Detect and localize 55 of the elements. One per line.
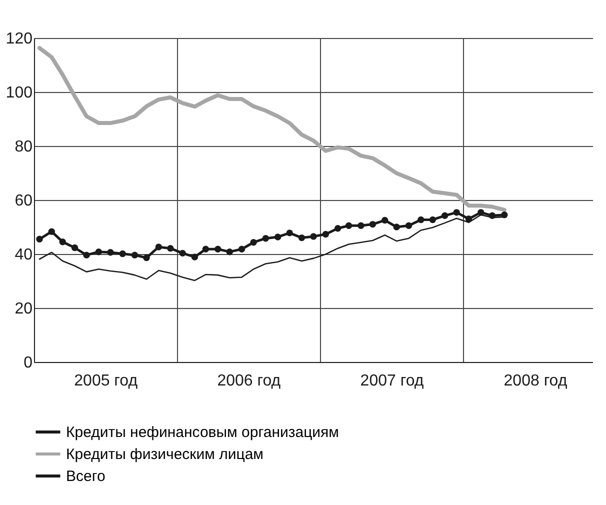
point	[465, 216, 472, 222]
point	[71, 244, 78, 252]
x-tick-label: 2007 год	[360, 372, 424, 390]
point	[310, 233, 317, 240]
point	[262, 234, 270, 242]
y-tick-label: 60	[14, 192, 33, 210]
point	[453, 209, 460, 216]
point	[334, 225, 342, 232]
legend-label: Кредиты нефинансовым организациям	[66, 424, 339, 441]
point	[59, 238, 66, 246]
point	[418, 216, 424, 224]
point	[381, 216, 388, 224]
y-tick-label: 0	[24, 354, 33, 372]
point	[202, 246, 210, 252]
legend-label: Всего	[66, 468, 106, 485]
point	[250, 239, 257, 246]
point	[488, 212, 496, 220]
point	[48, 228, 55, 235]
point	[345, 222, 352, 229]
point	[441, 212, 448, 220]
y-tick-label: 100	[6, 84, 33, 102]
point	[274, 234, 282, 240]
point	[155, 244, 162, 250]
point	[322, 230, 330, 238]
point	[358, 222, 364, 229]
point	[167, 244, 174, 252]
legend-label: Кредиты физическим лицам	[66, 446, 264, 463]
point	[143, 254, 150, 262]
point	[191, 254, 198, 260]
point	[226, 248, 233, 256]
point	[478, 209, 484, 216]
point	[179, 250, 186, 257]
y-tick-label: 20	[14, 300, 33, 318]
point	[131, 252, 138, 258]
point	[119, 250, 126, 258]
y-tick-label: 40	[14, 246, 33, 264]
point	[369, 220, 376, 228]
point	[95, 248, 102, 256]
x-tick-label: 2005 год	[74, 372, 138, 390]
point	[107, 249, 114, 256]
y-tick-label: 120	[6, 30, 33, 48]
point	[214, 246, 222, 252]
point	[405, 222, 412, 229]
line-series	[37, 46, 506, 212]
point	[238, 246, 246, 252]
point	[36, 236, 43, 242]
point	[393, 224, 400, 230]
x-tick-label: 2008 год	[504, 372, 568, 390]
point	[501, 212, 508, 218]
point	[298, 234, 306, 242]
y-tick-label: 80	[14, 138, 33, 156]
point	[286, 230, 293, 236]
x-tick-label: 2006 год	[217, 372, 282, 390]
point	[429, 216, 436, 224]
point	[83, 252, 90, 258]
